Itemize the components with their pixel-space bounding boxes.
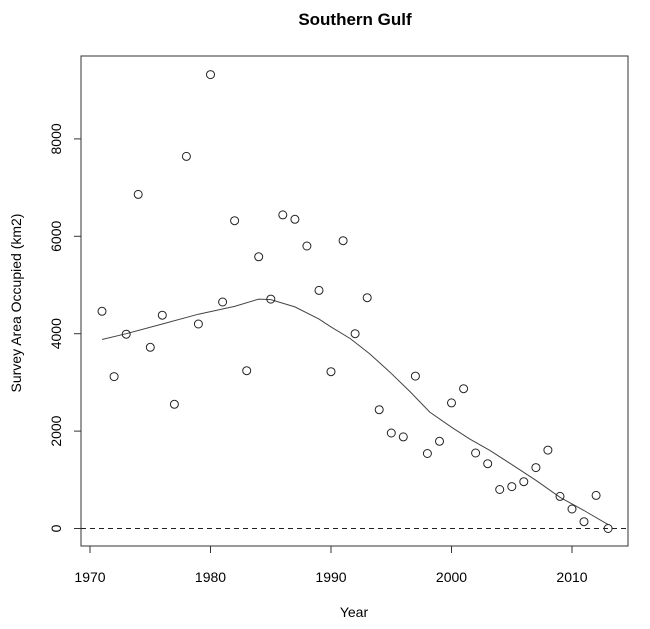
y-tick-label: 0	[48, 524, 64, 532]
data-point	[278, 210, 288, 220]
data-point	[121, 329, 131, 339]
data-point	[350, 329, 360, 339]
y-tick-label: 6000	[48, 221, 64, 252]
plot-frame	[80, 55, 629, 547]
y-tick-label: 4000	[48, 318, 64, 349]
y-tick-label: 2000	[48, 415, 64, 446]
x-axis: 1970 1980 1990 2000 2010	[74, 546, 588, 585]
y-tick-label: 8000	[48, 123, 64, 154]
data-point	[302, 241, 312, 251]
data-point	[133, 189, 143, 199]
data-point	[145, 342, 155, 352]
x-tick-label: 1980	[195, 569, 226, 585]
data-point	[169, 399, 179, 409]
x-tick-label: 2000	[436, 569, 467, 585]
data-point	[314, 285, 324, 295]
data-point	[374, 405, 384, 415]
data-point	[519, 477, 529, 487]
data-point	[555, 491, 565, 501]
data-point	[386, 428, 396, 438]
data-point	[338, 236, 348, 246]
data-point	[531, 463, 541, 473]
data-point	[242, 366, 252, 376]
y-axis-label: Survey Area Occupied (km2)	[8, 214, 24, 393]
data-point	[193, 319, 203, 329]
trend-line	[101, 298, 609, 526]
data-point	[603, 524, 613, 533]
y-axis: 0 2000 4000 6000 8000	[48, 123, 81, 532]
data-point	[97, 306, 107, 316]
x-tick-label: 2010	[556, 569, 587, 585]
data-point	[447, 398, 456, 408]
data-point	[495, 485, 505, 494]
data-point	[543, 445, 553, 455]
chart-title: Southern Gulf	[298, 10, 412, 29]
data-point	[435, 436, 444, 446]
data-point	[459, 384, 469, 394]
data-point	[206, 70, 215, 80]
data-point	[254, 252, 264, 262]
data-point	[483, 459, 493, 469]
data-point	[290, 214, 300, 224]
data-point	[326, 367, 336, 377]
data-point	[157, 310, 167, 320]
data-point	[181, 151, 191, 161]
data-point	[266, 294, 276, 304]
x-tick-label: 1990	[315, 569, 346, 585]
x-tick-label: 1970	[74, 569, 105, 585]
data-point	[567, 504, 577, 514]
data-point	[410, 371, 420, 381]
x-axis-label: Year	[340, 604, 369, 620]
data-point	[218, 297, 228, 307]
data-point	[230, 216, 240, 226]
data-point	[471, 448, 481, 458]
data-point	[579, 517, 589, 527]
data-points	[97, 70, 613, 533]
data-point	[507, 482, 517, 492]
data-point	[362, 293, 372, 303]
data-point	[591, 490, 601, 500]
data-point	[398, 432, 408, 442]
data-point	[109, 372, 119, 382]
data-point	[422, 449, 432, 458]
